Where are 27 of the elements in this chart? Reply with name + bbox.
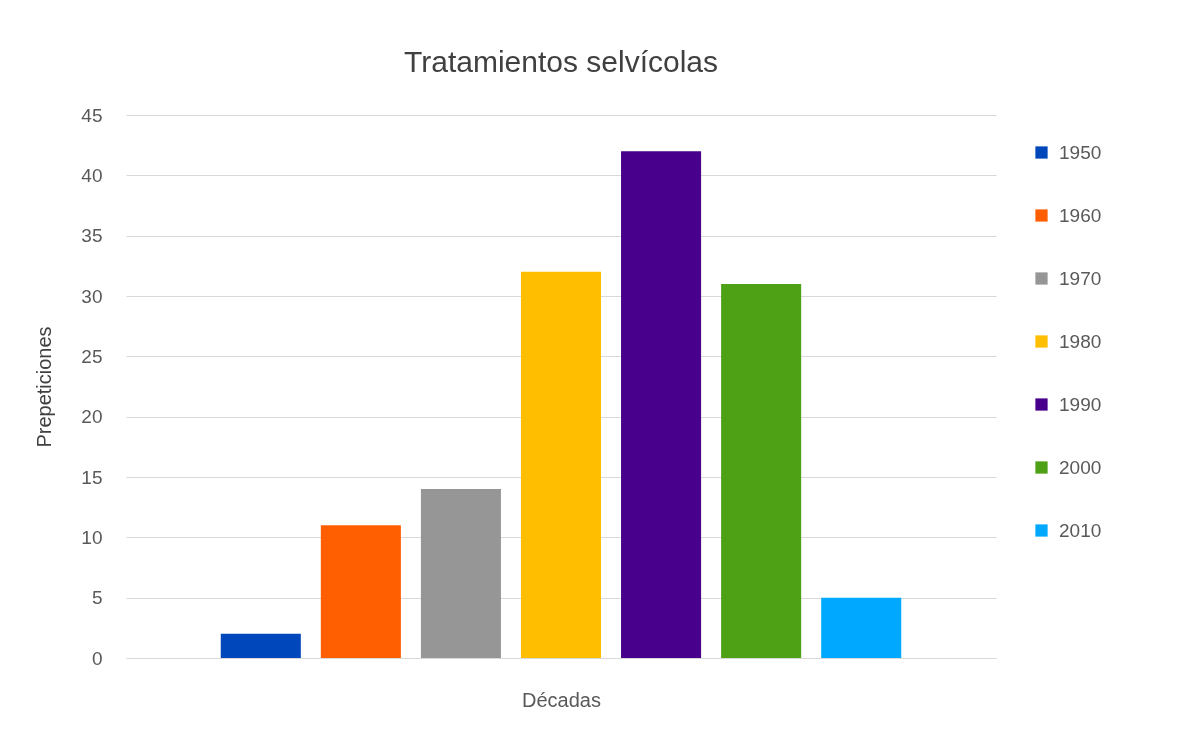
chart-title: Tratamientos selvícolas (403, 45, 719, 78)
bar (520, 271, 602, 658)
y-tick-label: 35 (81, 225, 103, 247)
y-tick-label: 40 (81, 164, 103, 186)
bar (821, 597, 902, 658)
bar (420, 489, 501, 658)
y-tick-label: 10 (81, 526, 103, 548)
legend-label: 1970 (1059, 267, 1102, 289)
bar (320, 525, 401, 658)
y-tick-label: 15 (81, 466, 103, 488)
bar (721, 283, 802, 658)
legend-label: 2010 (1059, 519, 1102, 541)
legend-label: 2000 (1059, 456, 1102, 478)
legend-label: 1950 (1059, 141, 1102, 163)
bar (621, 151, 702, 658)
y-tick-label: 25 (81, 345, 103, 367)
y-tick-label: 20 (81, 406, 103, 428)
legend-label: 1980 (1059, 330, 1102, 352)
y-tick-label: 30 (81, 285, 103, 307)
y-tick-label: 45 (81, 104, 103, 126)
legend-label: 1960 (1059, 204, 1102, 226)
bar (220, 633, 301, 658)
legend-label: 1990 (1059, 393, 1102, 415)
y-axis-title: Prepeticiones (33, 326, 56, 448)
y-tick-label: 0 (91, 647, 103, 669)
y-tick-label: 5 (91, 587, 103, 609)
x-axis-title: Décadas (522, 688, 601, 711)
